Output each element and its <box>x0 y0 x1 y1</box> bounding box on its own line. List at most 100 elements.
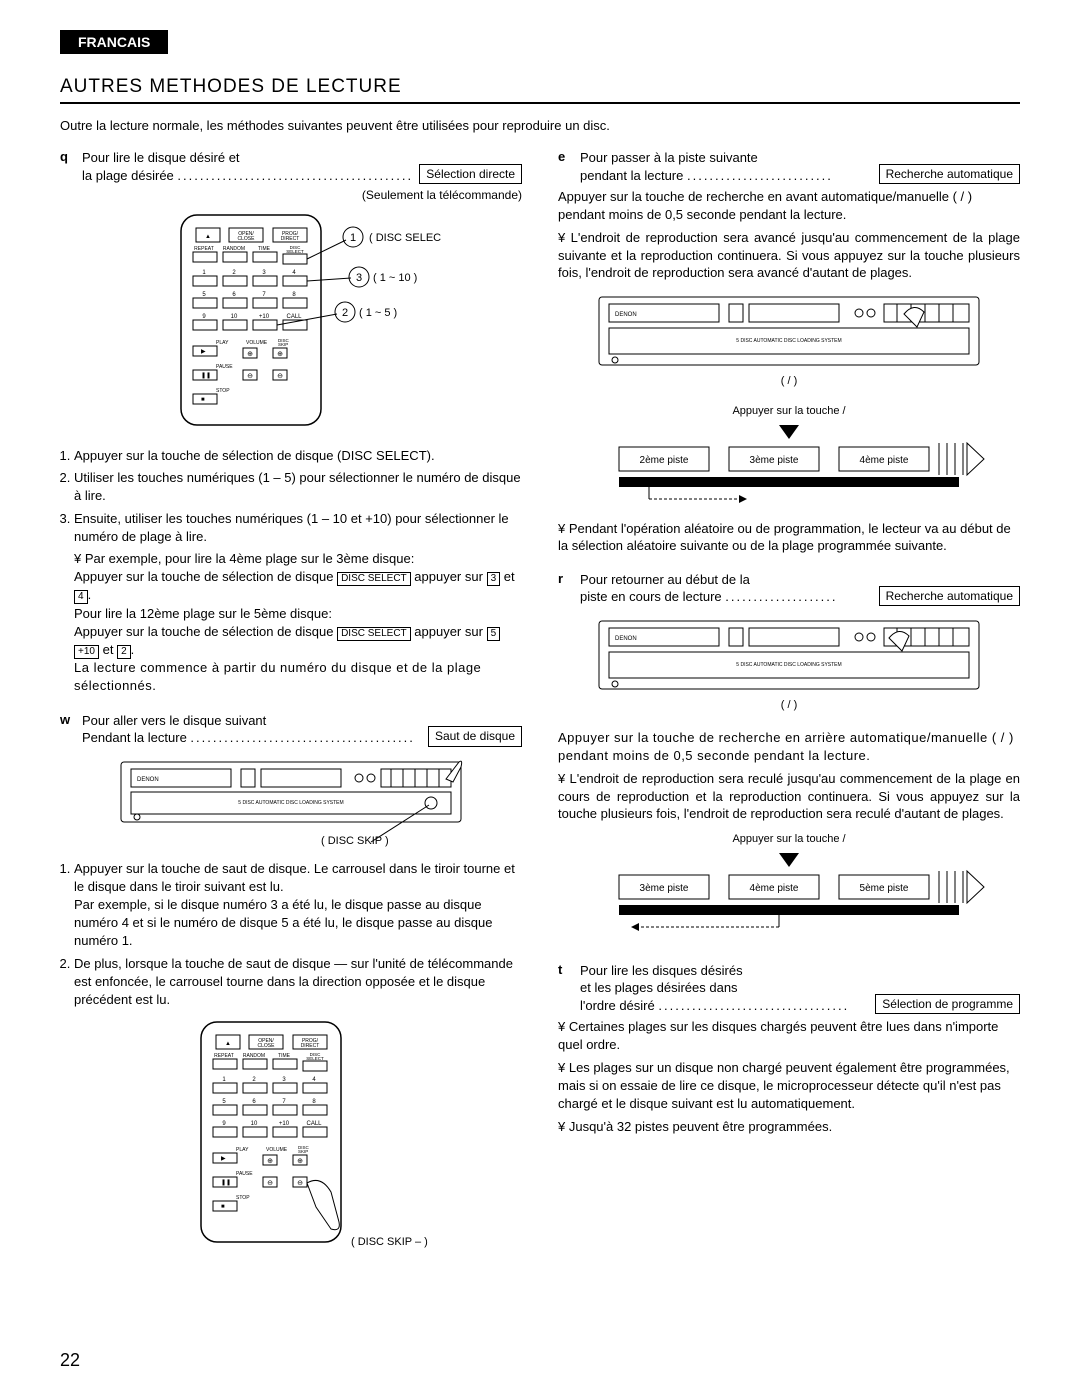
svg-text:STOP: STOP <box>216 388 230 394</box>
w-steps: Appuyer sur la touche de saut de disque.… <box>74 860 522 1010</box>
svg-text:3: 3 <box>282 1077 286 1083</box>
svg-text:PLAY: PLAY <box>216 340 229 346</box>
section-q-header: q Pour lire le disque désiré et la plage… <box>60 149 522 184</box>
svg-text:VOLUME: VOLUME <box>266 1147 288 1153</box>
e-para1: Appuyer sur la touche de recherche en av… <box>558 188 1020 223</box>
svg-text:▲: ▲ <box>205 234 211 240</box>
t-box: Sélection de programme <box>875 994 1020 1014</box>
svg-text:DENON: DENON <box>615 636 637 642</box>
svg-text:5: 5 <box>222 1099 226 1105</box>
svg-text:4ème piste: 4ème piste <box>860 455 909 466</box>
svg-text:▶: ▶ <box>221 1156 226 1162</box>
svg-text:9: 9 <box>222 1121 226 1127</box>
intro-text: Outre la lecture normale, les méthodes s… <box>60 118 1020 133</box>
svg-text:REPEAT: REPEAT <box>214 1053 234 1059</box>
svg-text:5 DISC AUTOMATIC DISC LOADING: 5 DISC AUTOMATIC DISC LOADING SYSTEM <box>736 338 841 344</box>
svg-text:+10: +10 <box>279 1121 290 1127</box>
q-line2: la plage désirée <box>82 168 174 183</box>
svg-text:( / ): ( / ) <box>781 699 798 711</box>
w-line2: Pendant la lecture <box>82 730 187 745</box>
letter-r: r <box>558 571 580 586</box>
svg-text:10: 10 <box>251 1121 258 1127</box>
remote-svg-1: ▲ OPEN/CLOSE PROG/DIRECT REPEAT RANDOM T… <box>141 210 441 430</box>
svg-text:3ème piste: 3ème piste <box>640 883 689 894</box>
w-step-2: De plus, lorsque la touche de saut de di… <box>74 955 522 1010</box>
svg-text:( / ): ( / ) <box>781 375 798 387</box>
svg-text:PAUSE: PAUSE <box>236 1171 253 1177</box>
q-box: Sélection directe <box>419 164 522 184</box>
svg-text:⊖: ⊖ <box>297 1180 303 1187</box>
dots: ........................................ <box>190 730 414 745</box>
svg-text:5 DISC AUTOMATIC DISC LOADING: 5 DISC AUTOMATIC DISC LOADING SYSTEM <box>736 662 841 668</box>
dots: .......................... <box>687 168 833 183</box>
svg-text:⊖: ⊖ <box>247 373 253 380</box>
svg-text:PAUSE: PAUSE <box>216 364 233 370</box>
svg-text:5ème piste: 5ème piste <box>860 883 909 894</box>
player-figure-3: DENON 5 DISC AUTOMATIC DISC LOADING SYST… <box>558 616 1020 719</box>
svg-text:4: 4 <box>312 1077 316 1083</box>
svg-text:⊖: ⊖ <box>267 1180 273 1187</box>
svg-text:( 1 ~ 10 ): ( 1 ~ 10 ) <box>373 272 417 284</box>
page-number: 22 <box>60 1350 80 1371</box>
w-step-1: Appuyer sur la touche de saut de disque.… <box>74 860 522 951</box>
section-e-header: e Pour passer à la piste suivante pendan… <box>558 149 1020 184</box>
svg-text:2: 2 <box>342 307 348 319</box>
e-bullet2: ¥ Pendant l'opération aléatoire ou de pr… <box>558 520 1020 555</box>
svg-text:TIME: TIME <box>278 1053 291 1059</box>
q-step-1: Appuyer sur la touche de sélection de di… <box>74 447 522 465</box>
svg-text:TIME: TIME <box>258 246 271 252</box>
svg-text:7: 7 <box>282 1099 286 1105</box>
t-bullet-2: ¥ Les plages sur un disque non chargé pe… <box>558 1059 1020 1112</box>
svg-text:❚❚: ❚❚ <box>201 372 211 379</box>
svg-text:7: 7 <box>262 292 266 298</box>
svg-text:■: ■ <box>221 1204 225 1210</box>
svg-text:8: 8 <box>292 292 296 298</box>
t-bullet-1: ¥ Certaines plages sur les disques charg… <box>558 1018 1020 1053</box>
svg-text:CALL: CALL <box>306 1121 322 1127</box>
svg-text:1: 1 <box>222 1077 226 1083</box>
svg-text:CLOSE: CLOSE <box>238 236 256 242</box>
content-columns: q Pour lire le disque désiré et la plage… <box>60 149 1020 1274</box>
svg-text:4ème piste: 4ème piste <box>750 883 799 894</box>
svg-text:▲: ▲ <box>225 1041 231 1047</box>
svg-text:( DISC SELECT ): ( DISC SELECT ) <box>369 232 441 244</box>
svg-text:CALL: CALL <box>286 314 302 320</box>
r-line1: Pour retourner au début de la <box>580 572 750 587</box>
svg-text:⊕: ⊕ <box>267 1158 273 1165</box>
svg-text:6: 6 <box>232 292 236 298</box>
page-title: AUTRES METHODES DE LECTURE <box>60 76 1020 98</box>
r-para1: Appuyer sur la touche de recherche en ar… <box>558 729 1020 764</box>
svg-text:+10: +10 <box>259 314 270 320</box>
svg-text:RANDOM: RANDOM <box>223 246 245 252</box>
section-t-header: t Pour lire les disques désirés et les p… <box>558 962 1020 1015</box>
t-line2: et les plages désirées dans <box>580 980 738 995</box>
q-step-3: Ensuite, utiliser les touches numériques… <box>74 510 522 546</box>
q-subnote: (Seulement la télécommande) <box>60 188 522 202</box>
r-box: Recherche automatique <box>879 586 1020 606</box>
svg-text:( DISC SKIP ): ( DISC SKIP ) <box>321 835 389 847</box>
svg-text:3: 3 <box>356 272 362 284</box>
title-rule <box>60 102 1020 104</box>
t-line3: l'ordre désiré <box>580 998 655 1013</box>
svg-text:1: 1 <box>202 270 206 276</box>
svg-text:( 1 ~ 5 ): ( 1 ~ 5 ) <box>359 307 397 319</box>
remote-figure-2: ▲ OPEN/CLOSE PROG/DIRECT REPEAT RANDOM T… <box>60 1017 522 1260</box>
svg-text:( DISC SKIP – ): ( DISC SKIP – ) <box>351 1236 428 1248</box>
player-figure-2: DENON 5 DISC AUTOMATIC DISC LOADING SYST… <box>558 292 1020 395</box>
svg-text:SELECT: SELECT <box>286 249 304 254</box>
t-line1: Pour lire les disques désirés <box>580 963 743 978</box>
svg-text:SELECT: SELECT <box>306 1056 324 1061</box>
letter-w: w <box>60 712 82 727</box>
svg-text:⊕: ⊕ <box>297 1158 303 1165</box>
svg-text:STOP: STOP <box>236 1195 250 1201</box>
svg-text:⊕: ⊕ <box>247 351 253 358</box>
svg-text:9: 9 <box>202 314 206 320</box>
svg-text:2: 2 <box>252 1077 256 1083</box>
svg-text:⊕: ⊕ <box>277 351 283 358</box>
letter-q: q <box>60 149 82 164</box>
dots: .................................. <box>658 998 849 1013</box>
e-bullet1: ¥ L'endroit de reproduction sera avancé … <box>558 229 1020 282</box>
left-column: q Pour lire le disque désiré et la plage… <box>60 149 522 1274</box>
svg-text:■: ■ <box>201 397 205 403</box>
w-line1: Pour aller vers le disque suivant <box>82 713 266 728</box>
